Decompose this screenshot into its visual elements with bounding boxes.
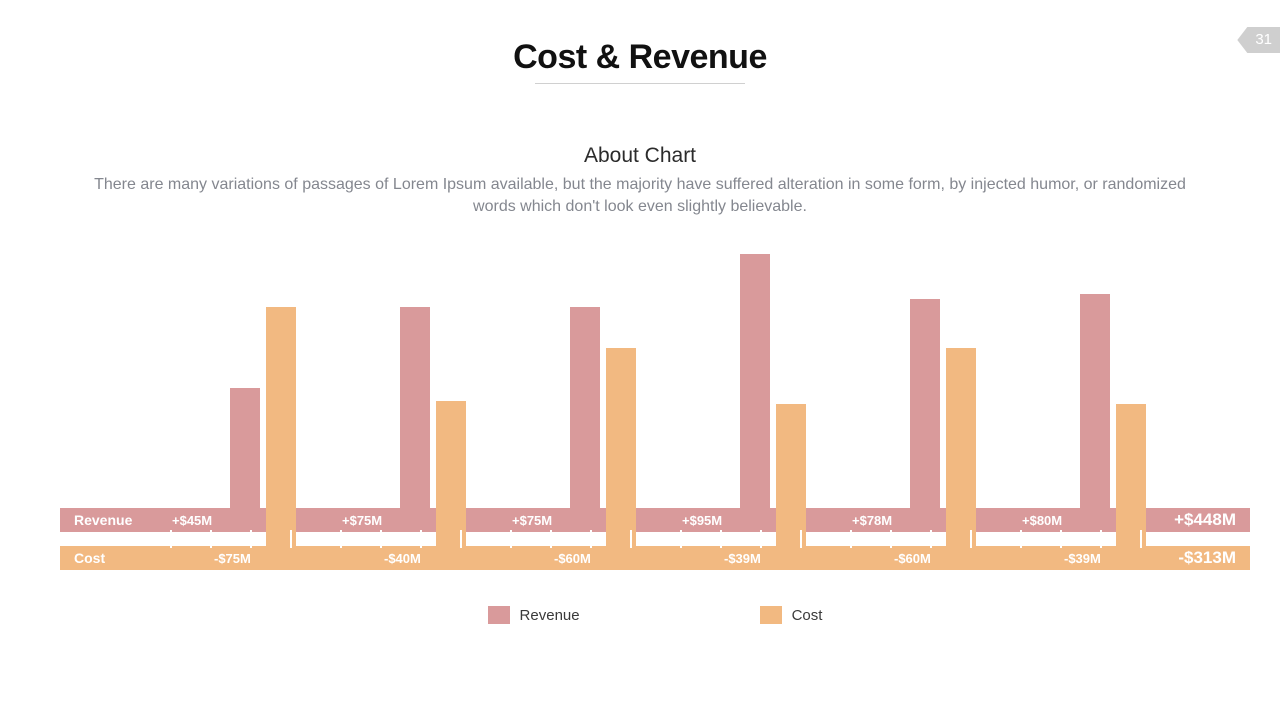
- cost-value-label: -$39M: [724, 551, 761, 566]
- band-tick: [340, 530, 342, 548]
- legend-item-cost: Cost: [760, 606, 823, 624]
- cost-total: -$313M: [1178, 548, 1236, 568]
- legend-swatch-cost: [760, 606, 782, 624]
- band-tick: [170, 530, 172, 548]
- band-tick: [250, 530, 252, 548]
- cost-value-label: -$60M: [554, 551, 591, 566]
- revenue-value-label: +$80M: [1022, 513, 1062, 528]
- band-tick: [210, 530, 212, 548]
- band-tick: [380, 530, 382, 548]
- band-tick: [720, 530, 722, 548]
- band-tick: [1100, 530, 1102, 548]
- cost-bar: [946, 348, 976, 556]
- revenue-value-label: +$75M: [342, 513, 382, 528]
- revenue-bar: [570, 307, 600, 508]
- legend-item-revenue: Revenue: [488, 606, 580, 624]
- revenue-value-label: +$95M: [682, 513, 722, 528]
- band-tick: [680, 530, 682, 548]
- page-title: Cost & Revenue: [0, 0, 1280, 77]
- revenue-bar: [400, 307, 430, 508]
- band-tick: [970, 530, 972, 548]
- chart-area: Revenue+$448MCost-$313M+$45M-$75M+$75M-$…: [60, 254, 1250, 640]
- band-tick: [630, 530, 632, 548]
- band-tick: [510, 530, 512, 548]
- band-tick: [760, 530, 762, 548]
- revenue-bar: [230, 388, 260, 508]
- revenue-bar: [910, 299, 940, 508]
- band-tick: [930, 530, 932, 548]
- band-tick: [290, 530, 292, 548]
- band-tick: [1140, 530, 1142, 548]
- legend-label-cost: Cost: [792, 607, 823, 624]
- band-tick: [800, 530, 802, 548]
- revenue-value-label: +$45M: [172, 513, 212, 528]
- revenue-summary-band: Revenue+$448M: [60, 508, 1250, 532]
- band-tick: [590, 530, 592, 548]
- band-tick: [1060, 530, 1062, 548]
- revenue-bar: [1080, 294, 1110, 508]
- revenue-total: +$448M: [1174, 510, 1236, 530]
- band-tick: [850, 530, 852, 548]
- band-tick: [1020, 530, 1022, 548]
- cost-value-label: -$40M: [384, 551, 421, 566]
- cost-bar: [266, 307, 296, 556]
- chart-description: There are many variations of passages of…: [80, 174, 1200, 217]
- band-ticks: [60, 532, 1250, 546]
- band-tick: [550, 530, 552, 548]
- cost-value-label: -$39M: [1064, 551, 1101, 566]
- revenue-value-label: +$78M: [852, 513, 892, 528]
- title-underline: [535, 83, 745, 84]
- chart-subtitle: About Chart: [0, 144, 1280, 168]
- legend-swatch-revenue: [488, 606, 510, 624]
- band-tick: [420, 530, 422, 548]
- cost-bar: [606, 348, 636, 556]
- cost-value-label: -$75M: [214, 551, 251, 566]
- cost-value-label: -$60M: [894, 551, 931, 566]
- band-tick: [890, 530, 892, 548]
- chart-legend: Revenue Cost: [60, 606, 1250, 624]
- band-tick: [460, 530, 462, 548]
- revenue-bar: [740, 254, 770, 508]
- legend-label-revenue: Revenue: [520, 607, 580, 624]
- revenue-value-label: +$75M: [512, 513, 552, 528]
